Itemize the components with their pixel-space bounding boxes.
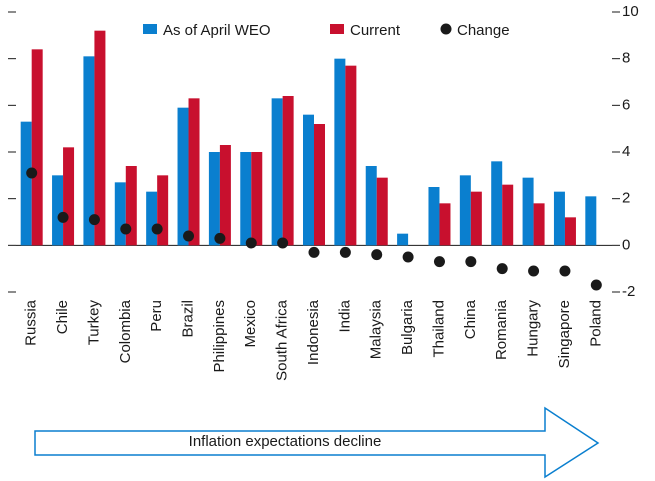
legend-label: Change [457,22,510,39]
bar [20,121,32,246]
bar [439,203,451,246]
y-tick-label: 2 [622,190,630,207]
x-tick-label: Hungary [525,300,542,357]
legend-swatch [330,24,344,34]
bar [459,175,471,246]
dot [245,237,257,249]
dot [402,251,414,263]
arrow [34,406,600,479]
bar [83,56,95,246]
x-tick-label: Indonesia [305,299,322,365]
bar [31,49,43,246]
bar [219,145,231,246]
bar [334,58,346,246]
bar [502,184,514,246]
bar [208,152,220,246]
x-tick-label: Malaysia [368,299,385,359]
x-tick-label: Thailand [430,300,447,358]
bar [376,177,388,246]
legend-swatch [440,23,452,35]
bar [157,175,169,246]
x-tick-label: Chile [54,300,71,334]
dot [308,246,320,258]
x-tick-label: Romania [493,299,510,360]
x-tick-label: Russia [23,299,40,346]
bar [251,152,263,246]
x-tick-label: Philippines [211,300,228,373]
legend-label: Current [350,22,401,39]
bar [533,203,545,246]
dot [183,230,195,242]
x-tick-label: Singapore [556,300,573,368]
dot [277,237,289,249]
bar [146,191,158,246]
x-tick-label: South Africa [274,299,291,381]
dot [371,249,383,261]
dot [559,265,571,277]
dot [120,223,132,235]
dot [528,265,540,277]
y-tick-label: 4 [622,143,630,160]
bar [303,114,314,246]
bar [125,166,137,246]
x-tick-label: Brazil [179,300,196,338]
x-tick-label: China [462,299,479,339]
dot [57,211,69,223]
bar [491,161,503,246]
bar [522,177,534,246]
x-tick-label: Mexico [242,300,259,348]
y-tick-label: 10 [622,3,639,20]
bar [314,124,325,246]
bar [240,152,252,246]
bar [114,182,126,246]
x-tick-label: India [336,299,353,332]
dot [88,214,100,226]
bar [470,191,482,246]
x-tick-label: Poland [587,300,604,347]
y-tick-label: 6 [622,96,630,113]
dot [339,246,351,258]
bar [585,196,597,246]
bar [428,187,440,246]
bar [63,147,75,246]
legend-swatch [143,24,157,34]
bar [271,98,283,246]
x-tick-label: Colombia [117,299,134,363]
y-tick-label: 8 [622,50,630,67]
dot [433,256,445,268]
dot [214,232,226,244]
bar [345,65,357,246]
x-tick-label: Bulgaria [399,299,416,355]
legend-label: As of April WEO [163,22,271,39]
dot [496,263,508,275]
bar [188,98,200,246]
bar [94,30,106,246]
dot [26,167,38,179]
x-tick-label: Turkey [85,300,102,346]
x-tick-label: Peru [148,300,165,332]
bar [282,96,294,246]
dot [465,256,477,268]
dot [151,223,163,235]
y-tick-label: 0 [622,236,630,253]
dot [590,279,602,291]
bar [564,217,576,246]
bar [553,191,565,246]
bar [52,175,64,246]
bar [365,166,377,246]
bar [397,233,409,246]
annotation: Inflation expectations decline [189,433,382,450]
bar [177,107,189,246]
y-tick-label: -2 [622,283,635,300]
